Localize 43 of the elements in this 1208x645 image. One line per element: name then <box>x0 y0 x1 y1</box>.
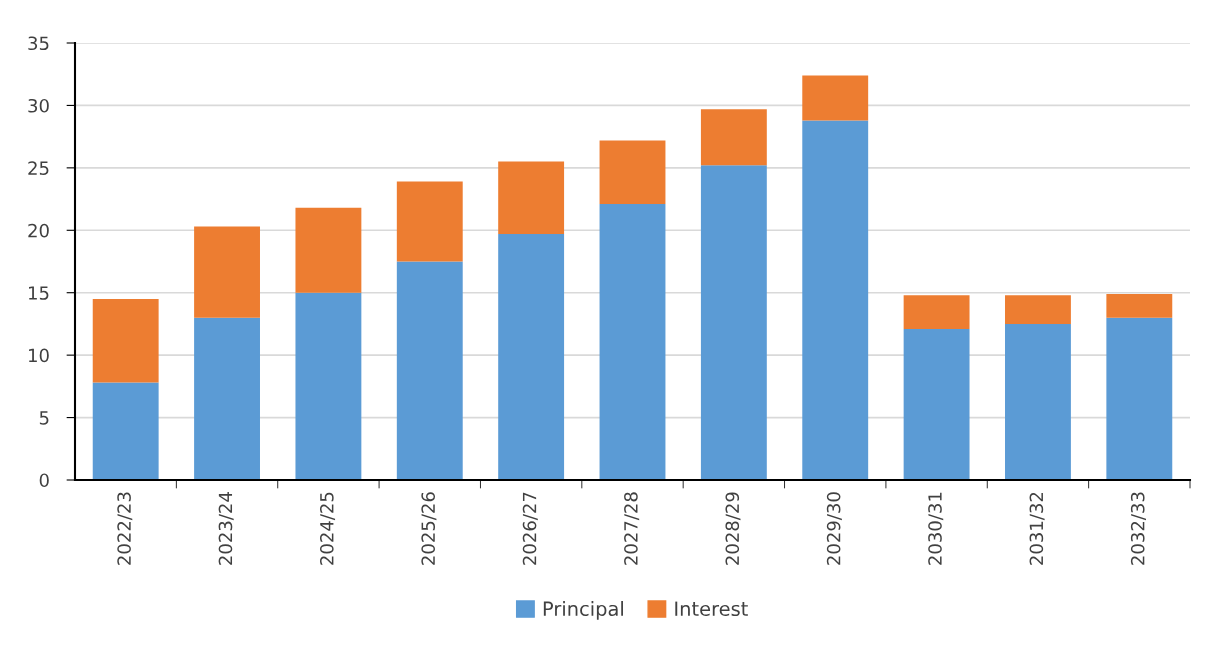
bar <box>194 226 260 318</box>
x-tick-label: 2028/29 <box>725 492 741 565</box>
legend-label: Interest <box>675 601 748 617</box>
bar <box>599 204 666 480</box>
y-tick-label: 15 <box>29 286 49 300</box>
bar <box>92 298 159 383</box>
bar <box>700 165 767 480</box>
bar <box>903 295 970 329</box>
bar <box>396 181 463 262</box>
x-tick-label: 2027/28 <box>624 492 640 565</box>
bar <box>903 328 970 480</box>
bar <box>194 317 260 480</box>
x-tick-label: 2025/26 <box>421 492 437 565</box>
y-tick-label: 35 <box>28 36 49 51</box>
x-tick-label: 2032/33 <box>1130 492 1146 565</box>
bar <box>295 292 362 480</box>
bar <box>92 382 159 480</box>
y-tick-label: 25 <box>28 161 49 175</box>
bar <box>1005 295 1071 324</box>
x-tick-label: 2029/30 <box>826 492 842 565</box>
x-tick-label: 2022/23 <box>117 492 133 565</box>
x-tick-label: 2030/31 <box>928 492 944 565</box>
legend-label: Principal <box>543 601 623 620</box>
bar <box>498 234 565 480</box>
bar <box>802 75 869 121</box>
y-tick-label: 30 <box>28 98 49 113</box>
x-tick-label: 2023/24 <box>218 492 234 565</box>
bar <box>295 207 362 293</box>
bar <box>1106 293 1173 318</box>
y-tick-label: 5 <box>39 411 49 425</box>
bar <box>498 161 565 235</box>
bar <box>700 109 767 166</box>
y-tick-label: 0 <box>39 473 49 488</box>
y-tick-label: 10 <box>29 348 49 363</box>
x-tick-label: 2024/25 <box>319 492 336 565</box>
x-tick-label: 2031/32 <box>1029 492 1045 565</box>
bar <box>802 120 869 480</box>
x-tick-label: 2026/27 <box>522 492 538 565</box>
bar <box>599 140 666 205</box>
y-tick-label: 20 <box>28 223 49 238</box>
bar <box>1005 323 1071 480</box>
bar <box>1106 317 1173 480</box>
bar <box>396 261 463 480</box>
